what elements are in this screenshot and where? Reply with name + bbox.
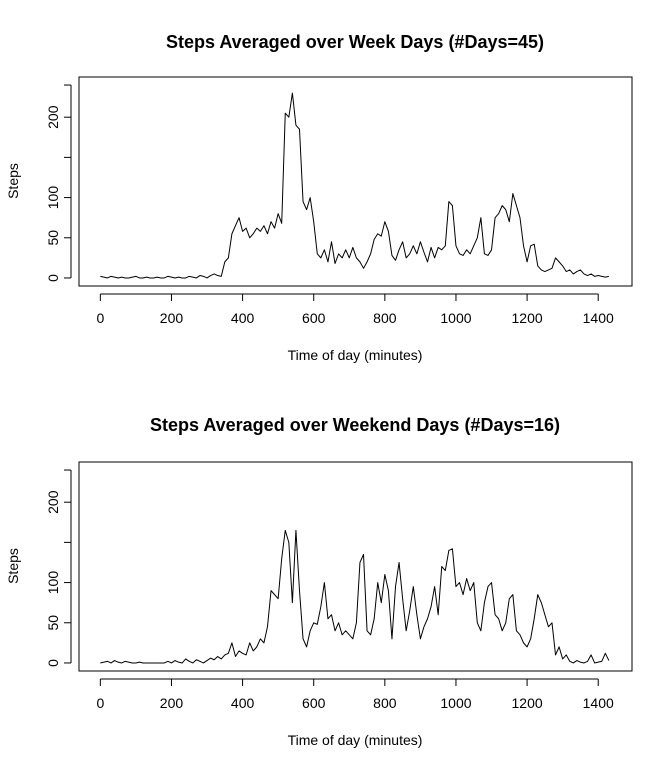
y-tick-label: 50 bbox=[45, 615, 61, 631]
x-tick-label: 1000 bbox=[440, 695, 471, 711]
y-tick-label: 0 bbox=[45, 274, 61, 282]
chart-title: Steps Averaged over Week Days (#Days=45) bbox=[166, 32, 544, 52]
x-tick-label: 800 bbox=[373, 310, 397, 326]
plot-frame bbox=[78, 76, 633, 287]
x-axis-ticks: 0 200 400 600 800 1000 1200 1400 bbox=[96, 679, 614, 711]
x-tick-label: 1400 bbox=[583, 695, 614, 711]
y-axis-title: Steps bbox=[5, 163, 21, 199]
x-axis-ticks: 0 200 400 600 800 1000 1200 1400 bbox=[96, 294, 614, 326]
y-tick-label: 100 bbox=[45, 571, 61, 595]
x-tick-label: 600 bbox=[302, 310, 326, 326]
y-axis-title: Steps bbox=[5, 548, 21, 584]
x-axis-title: Time of day (minutes) bbox=[288, 732, 423, 748]
y-axis-ticks: 0 50 100 200 bbox=[45, 84, 71, 282]
chart-title: Steps Averaged over Weekend Days (#Days=… bbox=[150, 415, 560, 435]
x-tick-label: 200 bbox=[160, 695, 184, 711]
y-tick-label: 100 bbox=[45, 186, 61, 210]
weekend-chart-panel: Steps Averaged over Weekend Days (#Days=… bbox=[5, 415, 633, 748]
x-tick-label: 1200 bbox=[512, 695, 543, 711]
y-axis-ticks: 0 50 100 200 bbox=[45, 469, 71, 667]
y-tick-label: 0 bbox=[45, 659, 61, 667]
x-tick-label: 600 bbox=[302, 695, 326, 711]
y-tick-label: 200 bbox=[45, 105, 61, 129]
weekday-chart-panel: Steps Averaged over Week Days (#Days=45)… bbox=[5, 32, 633, 363]
y-tick-label: 200 bbox=[45, 490, 61, 514]
x-tick-label: 400 bbox=[231, 695, 255, 711]
y-tick-label: 50 bbox=[45, 230, 61, 246]
plot-frame bbox=[78, 461, 633, 672]
steps-series-line bbox=[100, 529, 610, 664]
steps-series-line bbox=[100, 92, 609, 279]
x-axis-title: Time of day (minutes) bbox=[288, 347, 423, 363]
x-tick-label: 1400 bbox=[583, 310, 614, 326]
x-tick-label: 800 bbox=[373, 695, 397, 711]
x-tick-label: 0 bbox=[96, 310, 104, 326]
x-tick-label: 0 bbox=[96, 695, 104, 711]
x-tick-label: 1000 bbox=[440, 310, 471, 326]
x-tick-label: 200 bbox=[160, 310, 184, 326]
x-tick-label: 1200 bbox=[512, 310, 543, 326]
x-tick-label: 400 bbox=[231, 310, 255, 326]
